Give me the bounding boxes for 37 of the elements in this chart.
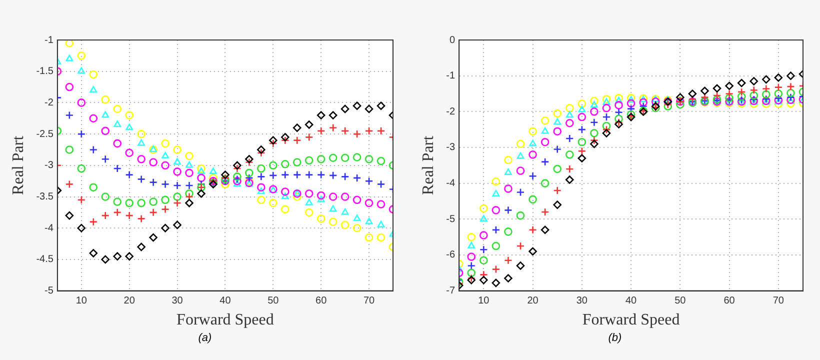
y-tick-label: -5 <box>44 286 54 297</box>
y-tick-label: -3.5 <box>36 192 54 202</box>
y-axis-title: Real Part <box>420 135 437 195</box>
x-tick-label: 30 <box>172 296 184 307</box>
x-tick-label: 70 <box>772 296 784 307</box>
y-tick-label: -2 <box>446 106 456 118</box>
y-axis-title: Real Part <box>10 135 27 195</box>
x-tick-label: 60 <box>724 296 736 307</box>
y-tick-label: 0 <box>450 34 456 46</box>
x-axis-title: Forward Speed <box>582 312 680 329</box>
text: (a) <box>198 332 212 344</box>
x-tick-label: 70 <box>363 296 376 307</box>
x-tick-label: 40 <box>625 296 638 307</box>
y-tick-label: -3 <box>44 160 54 172</box>
y-tick-label: -2 <box>44 97 54 108</box>
x-tick-label: 10 <box>478 296 490 307</box>
y-tick-label: -4 <box>44 222 54 234</box>
y-tick-label: -1 <box>44 34 54 46</box>
text: (b) <box>608 332 622 344</box>
x-tick-label: 10 <box>76 296 88 307</box>
y-tick-label: -7 <box>446 286 456 297</box>
y-tick-label: -3 <box>446 142 456 154</box>
x-tick-label: 60 <box>316 296 328 307</box>
y-tick-label: -5 <box>446 214 456 225</box>
x-tick-label: 50 <box>268 296 280 307</box>
y-tick-label: -2.5 <box>36 128 54 140</box>
y-tick-label: -1 <box>446 70 456 82</box>
y-tick-label: -6 <box>446 250 456 261</box>
x-tick-label: 20 <box>124 296 136 307</box>
y-tick-label: -1.5 <box>36 66 54 78</box>
x-tick-label: 20 <box>527 296 539 307</box>
x-tick-label: 40 <box>220 296 232 307</box>
x-tick-label: 30 <box>576 296 588 307</box>
x-tick-label: 50 <box>674 296 686 307</box>
x-axis-title: Forward Speed <box>176 312 274 329</box>
y-tick-label: -4 <box>446 178 456 190</box>
y-tick-label: -4.5 <box>36 254 54 266</box>
